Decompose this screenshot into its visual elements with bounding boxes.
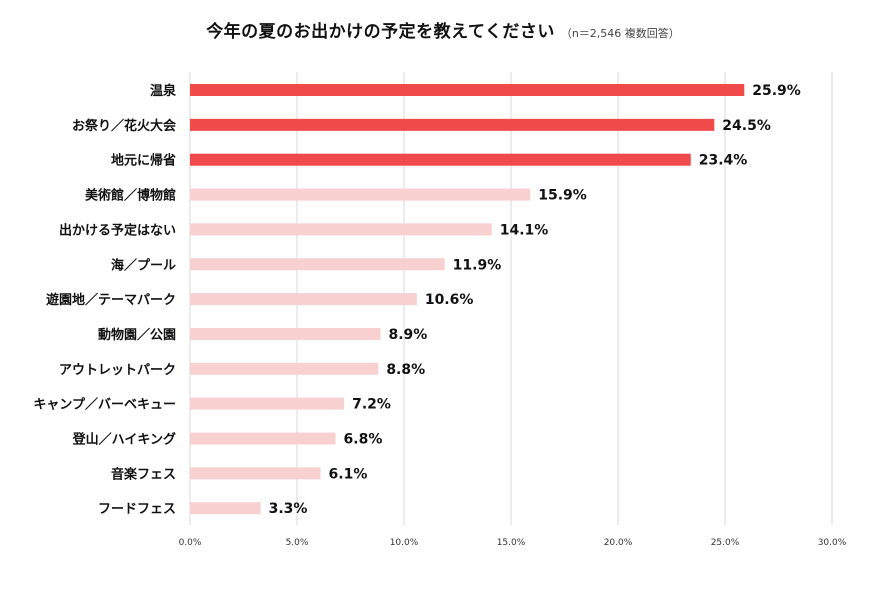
category-label: キャンプ／バーベキュー [33,397,176,413]
bar [190,362,379,375]
value-label: 3.3% [269,501,308,517]
chart-title-block: 今年の夏のお出かけの予定を教えてください （n＝2,546 複数回答） [0,17,886,42]
value-label: 11.9% [453,257,502,273]
value-label: 24.5% [722,118,771,134]
x-tick-label: 30.0% [818,538,847,548]
category-label: 音楽フェス [111,466,176,482]
x-tick-label: 10.0% [390,538,419,548]
category-label: フードフェス [98,502,176,517]
x-tick-label: 15.0% [497,538,526,548]
category-label: 遊園地／テーマパーク [46,292,176,308]
value-label: 8.9% [388,327,427,343]
category-label: 出かける予定はない [59,222,176,238]
bar [190,397,345,410]
value-label: 6.8% [344,432,383,448]
sample-size-note: （n＝2,546 複数回答） [560,27,680,40]
value-label: 25.9% [752,83,801,99]
value-label: 10.6% [425,292,474,308]
labels: 0.0% 5.0% 10.0% 15.0% 20.0% 25.0% 30.0% 温泉 25.9%… [33,83,846,548]
category-label: 美術館／博物館 [85,188,176,204]
category-label: 登山／ハイキング [72,432,176,448]
bar [190,153,691,166]
bar [190,293,417,306]
x-tick-label: 25.0% [711,538,740,548]
bar [190,188,531,201]
category-label: 動物園／公園 [98,327,176,343]
bar [190,432,336,445]
x-tick-label: 0.0% [179,538,202,548]
bar [190,502,261,515]
category-label: 地元に帰省 [111,153,176,169]
value-label: 8.8% [386,362,425,378]
bar [190,258,445,271]
x-tick-label: 5.0% [286,538,309,548]
bar [190,467,321,480]
value-label: 14.1% [500,222,549,238]
value-label: 23.4% [699,153,748,169]
category-label: お祭り／花火大会 [72,118,177,134]
category-label: 温泉 [150,83,177,99]
bar [190,118,715,131]
category-label: アウトレットパーク [59,363,176,378]
bar [190,223,492,236]
value-label: 7.2% [352,397,391,413]
value-label: 6.1% [329,466,368,482]
bars [190,84,745,515]
bar [190,327,381,340]
x-tick-label: 20.0% [604,538,633,548]
category-label: 海／プール [111,257,176,273]
value-label: 15.9% [538,188,587,204]
chart-title: 今年の夏のお出かけの予定を教えてください [206,22,555,42]
bar [190,84,745,96]
gridlines [189,72,833,525]
